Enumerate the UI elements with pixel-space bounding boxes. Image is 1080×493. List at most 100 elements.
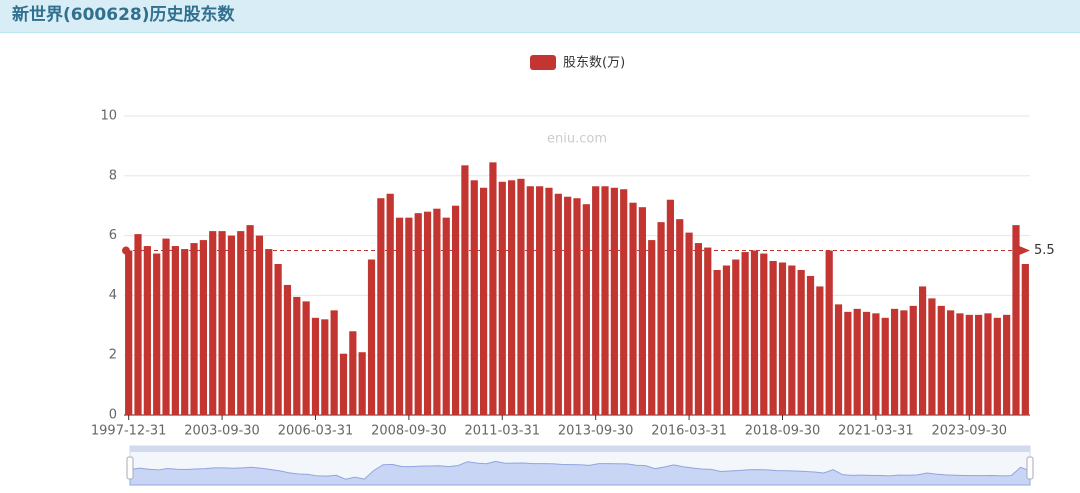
y-tick-label: 6 bbox=[109, 228, 117, 243]
bar bbox=[125, 250, 133, 415]
bar bbox=[666, 199, 675, 415]
bar bbox=[461, 165, 469, 415]
bar bbox=[162, 238, 170, 415]
mark-line-arrow bbox=[1018, 245, 1030, 256]
bar bbox=[227, 235, 236, 415]
bar bbox=[610, 187, 618, 415]
bar bbox=[386, 193, 394, 415]
x-tick-label: 2013-09-30 bbox=[558, 424, 634, 439]
bar bbox=[442, 217, 450, 415]
x-tick-label: 2008-09-30 bbox=[371, 424, 447, 439]
bar bbox=[965, 314, 973, 415]
zoom-handle[interactable] bbox=[1026, 456, 1034, 480]
bar bbox=[638, 207, 646, 415]
bar bbox=[311, 317, 320, 415]
bar bbox=[844, 311, 852, 415]
legend-label[interactable]: 股东数(万) bbox=[563, 56, 625, 71]
bar bbox=[984, 313, 992, 415]
bar bbox=[190, 243, 198, 415]
bar bbox=[713, 269, 721, 415]
header-title: 新世界(600628)历史股东数 bbox=[0, 0, 1080, 33]
bar bbox=[881, 317, 889, 415]
x-tick-label: 2021-03-31 bbox=[838, 424, 914, 439]
zoom-handle[interactable] bbox=[126, 456, 134, 480]
bar bbox=[872, 313, 880, 415]
bar bbox=[722, 265, 731, 415]
bar bbox=[685, 232, 693, 415]
bar bbox=[788, 265, 796, 415]
bar bbox=[928, 298, 936, 415]
bar bbox=[143, 246, 151, 415]
bar bbox=[209, 231, 217, 415]
zoom-preview-area bbox=[129, 460, 1031, 486]
x-tick-label: 1997-12-31 bbox=[91, 424, 167, 439]
y-tick-label: 4 bbox=[109, 288, 117, 303]
bar bbox=[293, 296, 301, 415]
bar bbox=[153, 253, 161, 415]
bar bbox=[508, 180, 516, 415]
bar bbox=[489, 162, 497, 415]
bar bbox=[470, 180, 478, 415]
watermark: eniu.com bbox=[547, 132, 607, 147]
bar bbox=[377, 198, 385, 415]
bar bbox=[405, 217, 413, 415]
bar bbox=[582, 204, 590, 415]
bar bbox=[1012, 225, 1020, 415]
bar bbox=[657, 222, 665, 415]
bar bbox=[517, 178, 525, 415]
x-tick-label: 2023-09-30 bbox=[932, 424, 1008, 439]
bar bbox=[302, 301, 310, 415]
bar bbox=[181, 249, 189, 415]
chart: 股东数(万) eniu.com 0 2 4 6 8 10 1997-12-31 2003-09… bbox=[91, 55, 1055, 486]
zoom-bar[interactable] bbox=[130, 446, 1030, 452]
bar bbox=[479, 187, 488, 415]
bar bbox=[797, 269, 805, 415]
x-tick-label: 2018-09-30 bbox=[745, 424, 821, 439]
bar bbox=[825, 250, 833, 415]
bar bbox=[1003, 314, 1011, 415]
bar bbox=[536, 186, 544, 415]
bar bbox=[367, 259, 376, 415]
bar bbox=[545, 187, 553, 415]
bar bbox=[349, 331, 357, 415]
bar bbox=[732, 259, 740, 415]
bar bbox=[358, 352, 366, 415]
bar bbox=[395, 217, 404, 415]
bar bbox=[900, 310, 908, 415]
bar bbox=[778, 262, 787, 415]
bar bbox=[862, 311, 871, 415]
bar bbox=[975, 314, 983, 415]
bar bbox=[750, 250, 759, 415]
bar bbox=[321, 319, 329, 415]
bar bbox=[592, 186, 600, 415]
y-tick-label: 8 bbox=[109, 168, 117, 183]
bar bbox=[918, 286, 927, 415]
y-tick-label: 2 bbox=[109, 348, 117, 363]
bar bbox=[265, 249, 273, 415]
bar bbox=[694, 243, 703, 415]
bar bbox=[246, 225, 254, 415]
bar bbox=[816, 286, 824, 415]
bar bbox=[890, 308, 899, 415]
bar bbox=[947, 310, 955, 415]
bar bbox=[834, 304, 843, 415]
bar bbox=[676, 219, 684, 415]
bar bbox=[741, 252, 749, 415]
bar bbox=[760, 253, 768, 415]
bar bbox=[909, 305, 917, 415]
x-tick-label: 2016-03-31 bbox=[651, 424, 727, 439]
bar bbox=[937, 305, 945, 415]
legend-swatch[interactable] bbox=[530, 55, 556, 70]
bar bbox=[806, 275, 815, 415]
bar bbox=[629, 202, 637, 415]
bar bbox=[237, 231, 245, 415]
bar bbox=[339, 353, 348, 415]
bar bbox=[218, 231, 226, 415]
mark-line-label: 5.5 bbox=[1034, 243, 1055, 258]
mark-line-start bbox=[122, 246, 130, 255]
bar bbox=[414, 213, 422, 415]
bar bbox=[255, 235, 264, 415]
bar bbox=[498, 181, 506, 415]
x-tick-label: 2006-03-31 bbox=[278, 424, 354, 439]
